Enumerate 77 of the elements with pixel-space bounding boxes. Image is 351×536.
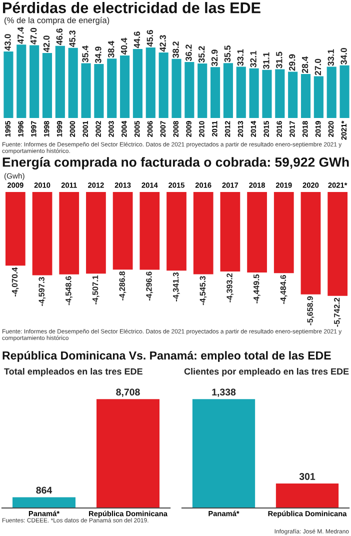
data-label: 42.3 (160, 35, 166, 52)
chart-subtitle: Total empleados en las tres EDE (4, 368, 142, 376)
chart-title: República Dominicana Vs. Panamá: empleo total de las EDE (2, 351, 331, 362)
bar (81, 63, 91, 118)
data-label: 46.6 (56, 28, 63, 46)
bar (94, 64, 104, 118)
chart-subtitle: (% de la compra de energía) (4, 17, 110, 25)
data-label: 33.1 (328, 49, 334, 66)
chart-title: Energía comprada no facturada o cobrada: 59,922 GWh (2, 157, 349, 170)
bar (236, 66, 246, 118)
bar (4, 51, 14, 118)
data-label: 301 (299, 473, 316, 480)
data-label: 34.9 (95, 46, 102, 64)
bar (68, 48, 78, 118)
data-label: -4,070.4 (12, 267, 19, 296)
data-label: -5,742.2 (334, 298, 341, 327)
bar (172, 58, 182, 118)
bar (184, 62, 194, 118)
bar (30, 45, 40, 118)
data-label: 38.2 (172, 41, 179, 58)
bar (42, 53, 52, 118)
data-label: 864 (36, 486, 52, 494)
data-label: -4,341.3 (172, 272, 180, 302)
data-label: 34.0 (340, 48, 347, 64)
data-label: 31.5 (276, 52, 282, 68)
data-label: 36.2 (186, 44, 192, 62)
bar (158, 52, 168, 118)
data-label: 29.9 (288, 54, 296, 71)
bar (198, 64, 208, 118)
data-label: -4,545.3 (200, 276, 207, 306)
data-label: -4,484.6 (280, 275, 288, 304)
data-label: 44.6 (134, 32, 140, 48)
data-label: 1,338 (212, 388, 236, 397)
data-label: -4,507.1 (92, 275, 100, 304)
data-label: 47.4 (18, 26, 24, 44)
data-label: 38.4 (108, 40, 114, 58)
bar (326, 66, 336, 118)
data-label: -4,393.2 (226, 273, 234, 302)
chart-title: Pérdidas de electricidad de las EDE (3, 2, 260, 14)
bar (249, 68, 259, 118)
bar (314, 76, 324, 118)
data-label: -4,597.3 (38, 277, 46, 306)
data-label: -4,286.8 (119, 271, 126, 300)
bar (340, 65, 350, 118)
data-label: 35.2 (198, 46, 205, 63)
data-label: 40.4 (120, 38, 128, 55)
data-label: -5,658.9 (307, 296, 314, 326)
data-label: 45.6 (146, 30, 153, 47)
data-label: -4,296.6 (146, 272, 153, 301)
data-label: 35.4 (82, 46, 88, 62)
bar (107, 58, 117, 118)
data-label: 42.0 (43, 36, 50, 52)
chart-subtitle: Clientes por empleado en las tres EDE (184, 368, 349, 376)
bar (146, 47, 156, 118)
data-label: 8,708 (116, 388, 140, 397)
data-label: -4,548.6 (66, 276, 72, 306)
bar (132, 49, 143, 118)
data-label: 32.1 (250, 50, 256, 68)
data-label: 35.5 (224, 46, 231, 62)
data-label: 32.9 (211, 50, 218, 66)
data-label: 27.0 (314, 58, 322, 76)
data-label: 28.4 (302, 56, 308, 74)
data-label: 47.0 (30, 28, 37, 44)
bar (210, 67, 220, 118)
bar (16, 44, 26, 118)
bar (120, 55, 130, 118)
data-label: 31.1 (263, 52, 270, 69)
bar (262, 70, 272, 118)
bar (223, 63, 233, 118)
data-label: 45.3 (69, 30, 76, 48)
data-label: 33.1 (237, 49, 244, 66)
bar (275, 69, 285, 118)
data-label: 43.0 (4, 34, 11, 51)
bar (55, 46, 65, 118)
data-label: -4,449.5 (253, 274, 260, 304)
bar (288, 72, 298, 118)
bar (300, 74, 311, 118)
